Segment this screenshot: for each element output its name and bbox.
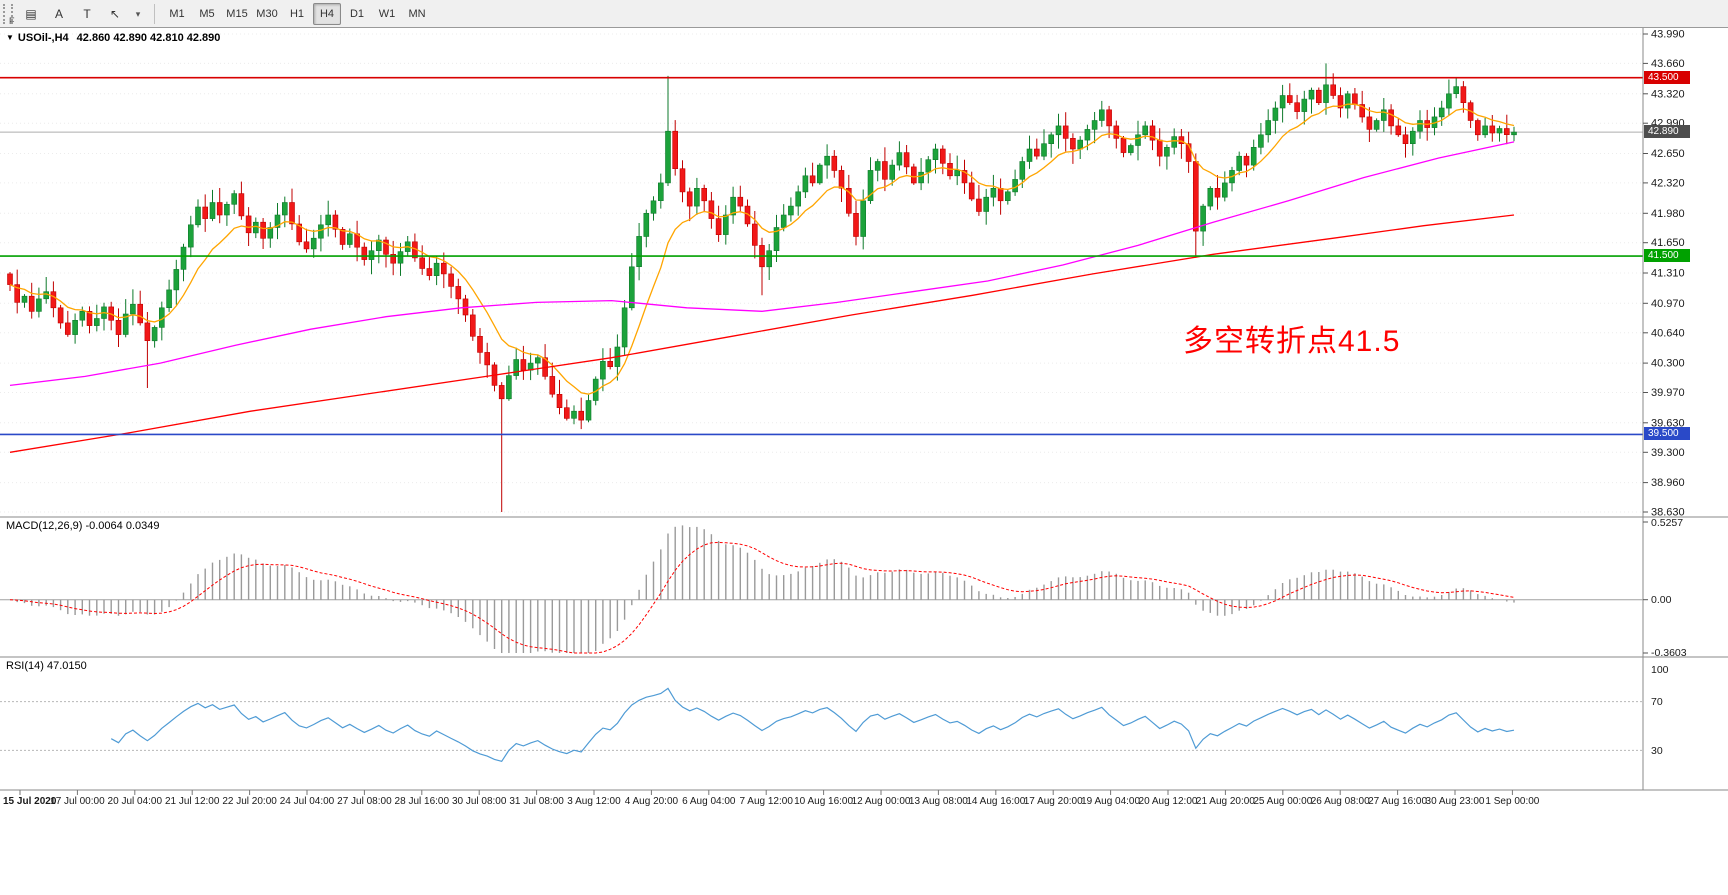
time-axis-label: 25 Aug 00:00 [1253, 796, 1312, 807]
macd-scale[interactable]: 0.5257 0.00 -0.3603 [1643, 517, 1687, 659]
timeframe-button-m1[interactable]: M1 [169, 7, 185, 20]
time-axis-label: 21 Jul 12:00 [165, 796, 220, 807]
timeframe-button-mn[interactable]: MN [408, 7, 426, 20]
timeframe-bar: M1 M5 M15 M30 H1 H4 D1 W1 MN [162, 2, 432, 25]
macd-scale-label: 0.5257 [1651, 517, 1683, 529]
macd-indicator-label: MACD(12,26,9) -0.0064 0.0349 [6, 520, 160, 532]
chart-annotation-text[interactable]: 多空转折点41.5 [1183, 325, 1401, 358]
toolbar-tools: ▤ A T ↖ ▾ [17, 3, 147, 25]
time-axis-label: 4 Aug 20:00 [625, 796, 679, 807]
price-scale-label: 40.640 [1651, 327, 1685, 339]
macd-scale-label: -0.3603 [1651, 647, 1687, 659]
price-scale-label: 39.300 [1651, 447, 1685, 459]
ma-fast-line [9, 103, 1515, 395]
current-price-tag: 42.890 [1644, 125, 1690, 139]
price-scale-label: 38.960 [1651, 477, 1685, 489]
timeframe-button-m30[interactable]: M30 [256, 7, 278, 20]
time-axis-label: 21 Aug 20:00 [1196, 796, 1255, 807]
price-scale-label: 43.990 [1651, 29, 1685, 41]
time-axis-label: 10 Aug 16:00 [794, 796, 853, 807]
time-axis-label: 15 Jul 2020 [3, 796, 57, 807]
time-axis-label: 14 Aug 16:00 [966, 796, 1025, 807]
time-axis-label: 26 Aug 08:00 [1311, 796, 1370, 807]
price-scale-label: 39.630 [1651, 417, 1685, 429]
price-scale-label: 41.650 [1651, 237, 1685, 249]
time-axis-label: 7 Aug 12:00 [740, 796, 794, 807]
toolbar-side-label: F [9, 16, 15, 26]
timeframe-button-m15[interactable]: M15 [226, 7, 248, 20]
price-scale-label: 41.310 [1651, 268, 1685, 280]
pointer-tool-icon[interactable]: ↖ [109, 6, 121, 21]
timeframe-button-m5[interactable]: M5 [199, 7, 215, 20]
time-axis-label: 13 Aug 08:00 [909, 796, 968, 807]
hline-price-tag-41.500: 41.500 [1644, 249, 1690, 263]
text-tool-button[interactable]: T [83, 6, 91, 21]
time-axis-label: 12 Aug 00:00 [852, 796, 911, 807]
price-scale-label: 42.650 [1651, 148, 1685, 160]
price-scale-label: 42.320 [1651, 177, 1685, 189]
toolbar: ▤ A T ↖ ▾ M1 M5 M15 M30 H1 H4 D1 W1 MN F [0, 0, 1728, 28]
rsi-line [110, 687, 1515, 762]
time-axis-label: 1 Sep 00:00 [1485, 796, 1539, 807]
time-axis-label: 27 Jul 08:00 [337, 796, 392, 807]
time-axis-label: 22 Jul 20:00 [222, 796, 277, 807]
time-axis-label: 28 Jul 16:00 [395, 796, 450, 807]
macd-scale-label: 0.00 [1651, 594, 1672, 606]
price-scale-label: 39.970 [1651, 387, 1685, 399]
dropdown-caret-icon[interactable]: ▾ [135, 8, 141, 19]
time-axis-label: 6 Aug 04:00 [682, 796, 736, 807]
macd-histogram [16, 525, 1515, 653]
price-scale-label: 43.660 [1651, 58, 1685, 70]
timeframe-button-w1[interactable]: W1 [378, 7, 396, 20]
time-axis-label: 17 Aug 20:00 [1024, 796, 1083, 807]
rsi-scale-label: 70 [1651, 696, 1663, 708]
chart-canvas[interactable]: 43.99043.66043.32042.99042.65042.32041.9… [0, 28, 1728, 895]
ma-mid-line [9, 141, 1515, 387]
time-axis-label: 30 Jul 08:00 [452, 796, 507, 807]
chart-window-icon[interactable]: ▤ [25, 6, 37, 21]
time-axis-label: 20 Aug 12:00 [1139, 796, 1198, 807]
price-scale-label: 43.320 [1651, 88, 1685, 100]
timeframe-button-h4[interactable]: H4 [313, 2, 341, 25]
price-scale-label: 41.980 [1651, 208, 1685, 220]
symbol-label: USOil-,H4 [17, 32, 69, 44]
rsi-scale-label: 30 [1651, 745, 1663, 757]
macd-signal-line [9, 541, 1515, 654]
time-axis-label: 31 Jul 08:00 [509, 796, 564, 807]
time-axis-label: 20 Jul 04:00 [108, 796, 163, 807]
price-scale-label: 38.630 [1651, 507, 1685, 519]
ma-slow-line [9, 214, 1515, 453]
symbol-header: ▼ USOil-,H4 42.860 42.890 42.810 42.890 [6, 32, 220, 44]
rsi-scale-label: 100 [1651, 664, 1669, 676]
time-axis-label: 24 Jul 04:00 [280, 796, 335, 807]
toolbar-grip[interactable] [3, 3, 13, 24]
chart-area[interactable]: 43.990 43.660 43.320 42.990 42.650 42.320 41.9… [0, 28, 1728, 895]
time-axis-label: 27 Aug 16:00 [1368, 796, 1427, 807]
time-axis-label: 19 Aug 04:00 [1081, 796, 1140, 807]
price-gridlines [0, 33, 1643, 513]
toolbar-separator [154, 3, 155, 24]
ohlc-values: 42.860 42.890 42.810 42.890 [76, 32, 221, 44]
rsi-indicator-label: RSI(14) 47.0150 [6, 660, 87, 672]
price-scale[interactable]: 43.99043.66043.32042.99042.65042.32041.9… [1643, 29, 1685, 519]
dropdown-triangle-icon: ▼ [6, 33, 14, 42]
rsi-scale[interactable]: 100 70 30 [1651, 664, 1669, 757]
arrow-tool-button[interactable]: A [54, 6, 63, 21]
hline-price-tag-43.500: 43.500 [1644, 70, 1690, 84]
timeframe-button-d1[interactable]: D1 [349, 7, 365, 20]
timeframe-button-h1[interactable]: H1 [289, 7, 305, 20]
time-axis-label: 17 Jul 00:00 [50, 796, 105, 807]
time-axis-label: 3 Aug 12:00 [567, 796, 621, 807]
hline-price-tag-39.500: 39.500 [1644, 427, 1690, 441]
time-axis-label: 30 Aug 23:00 [1426, 796, 1485, 807]
price-scale-label: 40.970 [1651, 298, 1685, 310]
price-scale-label: 40.300 [1651, 358, 1685, 370]
